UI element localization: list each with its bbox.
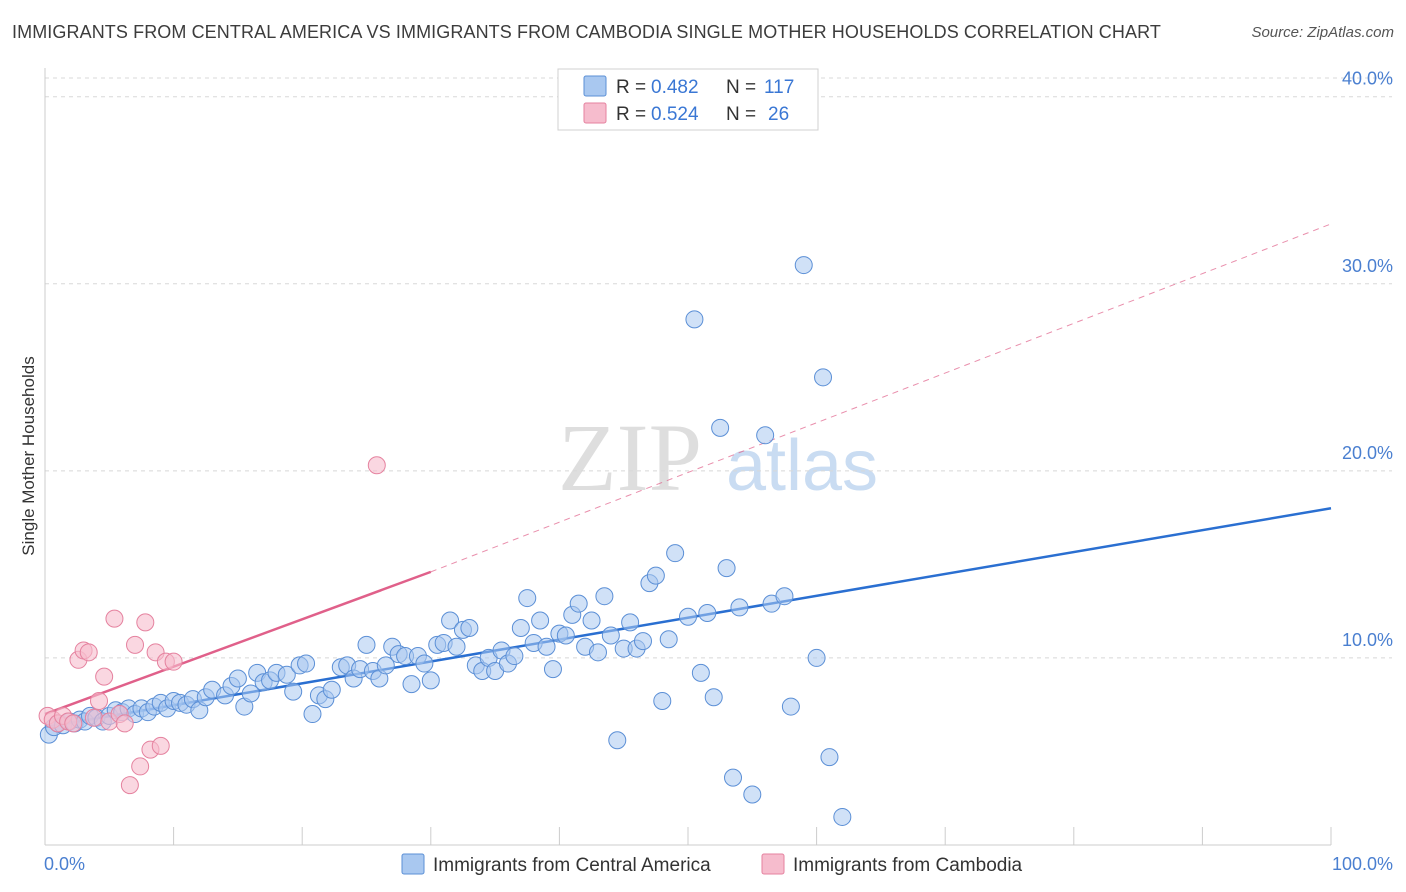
data-point-central-america	[588, 643, 607, 662]
source-label: Source: ZipAtlas.com	[1251, 24, 1394, 41]
y-axis-title: Single Mother Households	[19, 356, 38, 555]
data-point-central-america	[781, 697, 800, 716]
y-tick-label: 20.0%	[1342, 443, 1393, 463]
legend-r-value: 0.482	[651, 77, 699, 98]
series-cambodia	[38, 456, 386, 795]
data-point-central-america	[679, 607, 697, 626]
data-point-cambodia	[79, 643, 98, 662]
data-point-cambodia	[105, 609, 124, 628]
data-point-central-america	[460, 618, 479, 637]
data-point-central-america	[441, 611, 460, 630]
data-point-central-america	[228, 669, 247, 688]
legend-r-label: R =	[616, 77, 646, 98]
data-point-cambodia	[151, 736, 170, 755]
trendline-cambodia-extension	[430, 223, 1332, 573]
data-point-central-america	[322, 680, 341, 699]
data-point-central-america	[297, 654, 316, 673]
trendline-cambodia	[44, 570, 432, 716]
legend-r-value: 0.524	[651, 104, 699, 125]
data-point-central-america	[633, 632, 652, 651]
data-point-central-america	[376, 656, 395, 675]
data-point-central-america	[241, 684, 260, 703]
data-point-cambodia	[64, 714, 83, 733]
data-point-cambodia	[126, 635, 145, 654]
data-point-central-america	[511, 618, 530, 637]
data-point-central-america	[756, 426, 775, 445]
y-tick-label: 30.0%	[1342, 256, 1393, 276]
data-point-central-america	[717, 559, 736, 578]
data-point-central-america	[447, 637, 466, 656]
data-point-central-america	[595, 587, 614, 606]
data-point-central-america	[543, 660, 562, 679]
data-point-cambodia	[115, 714, 134, 733]
data-point-central-america	[402, 675, 421, 694]
data-point-central-america	[421, 671, 440, 690]
y-tick-label: 40.0%	[1342, 69, 1393, 89]
data-point-central-america	[653, 691, 672, 710]
data-point-cambodia	[95, 667, 114, 686]
data-point-central-america	[775, 587, 794, 606]
data-point-central-america	[820, 748, 839, 767]
y-tick-label: 10.0%	[1342, 630, 1393, 650]
legend-swatch-central-america	[583, 75, 607, 97]
legend-n-value: 26	[768, 104, 789, 125]
data-point-central-america	[303, 705, 322, 724]
bottom-legend-label-cambodia: Immigrants from Cambodia	[793, 855, 1023, 876]
data-point-central-america	[415, 654, 434, 673]
data-point-central-america	[807, 648, 826, 667]
data-point-central-america	[698, 604, 717, 623]
data-point-central-america	[794, 256, 813, 275]
data-point-central-america	[691, 663, 710, 682]
data-point-central-america	[505, 647, 524, 666]
legend-n-value: 117	[764, 77, 794, 98]
data-point-central-america	[601, 626, 620, 645]
data-point-central-america	[743, 785, 762, 804]
legend-n-label: N =	[726, 77, 756, 98]
legend-r-label: R =	[616, 104, 646, 125]
data-point-central-america	[582, 611, 601, 630]
data-point-cambodia	[367, 456, 386, 475]
data-point-cambodia	[136, 613, 155, 632]
data-point-cambodia	[120, 776, 139, 795]
data-point-cambodia	[90, 691, 109, 710]
legend-swatch-cambodia	[583, 102, 607, 124]
data-point-central-america	[833, 807, 852, 826]
data-point-central-america	[277, 665, 296, 684]
data-point-cambodia	[164, 652, 183, 671]
legend: R = 0.482 N = 117 R = 0.524 N = 26	[557, 68, 819, 131]
data-point-central-america	[569, 594, 588, 613]
watermark-atlas: atlas	[726, 426, 878, 506]
data-point-central-america	[531, 611, 550, 630]
x-tick-label: 100.0%	[1332, 854, 1393, 874]
bottom-legend-label-central-america: Immigrants from Central America	[433, 855, 711, 876]
data-point-central-america	[724, 768, 743, 787]
data-point-central-america	[608, 731, 627, 750]
data-point-cambodia	[131, 757, 150, 776]
tick-labels: 10.0% 20.0% 30.0% 40.0% 0.0% 100.0%	[44, 69, 1393, 874]
data-point-cambodia	[84, 708, 103, 727]
bottom-legend-swatch-cambodia	[761, 853, 785, 875]
legend-n-label: N =	[726, 104, 756, 125]
chart-title: IMMIGRANTS FROM CENTRAL AMERICA VS IMMIG…	[12, 22, 1161, 42]
data-point-central-america	[537, 637, 556, 656]
data-point-central-america	[666, 544, 685, 563]
data-point-central-america	[711, 418, 730, 437]
x-tick-label: 0.0%	[44, 854, 85, 874]
watermark-zip: ZIP	[558, 404, 702, 511]
data-point-central-america	[646, 566, 665, 585]
data-point-central-america	[357, 635, 376, 654]
data-point-central-america	[556, 626, 575, 645]
data-point-central-america	[704, 688, 723, 707]
data-point-central-america	[814, 368, 833, 387]
data-point-central-america	[518, 589, 537, 608]
data-point-central-america	[621, 613, 640, 632]
bottom-legend: Immigrants from Central America Immigran…	[401, 853, 1023, 876]
data-point-central-america	[284, 682, 303, 701]
bottom-legend-swatch-central-america	[401, 853, 425, 875]
data-point-central-america	[730, 598, 749, 617]
data-point-central-america	[685, 310, 704, 329]
data-point-central-america	[659, 630, 678, 649]
